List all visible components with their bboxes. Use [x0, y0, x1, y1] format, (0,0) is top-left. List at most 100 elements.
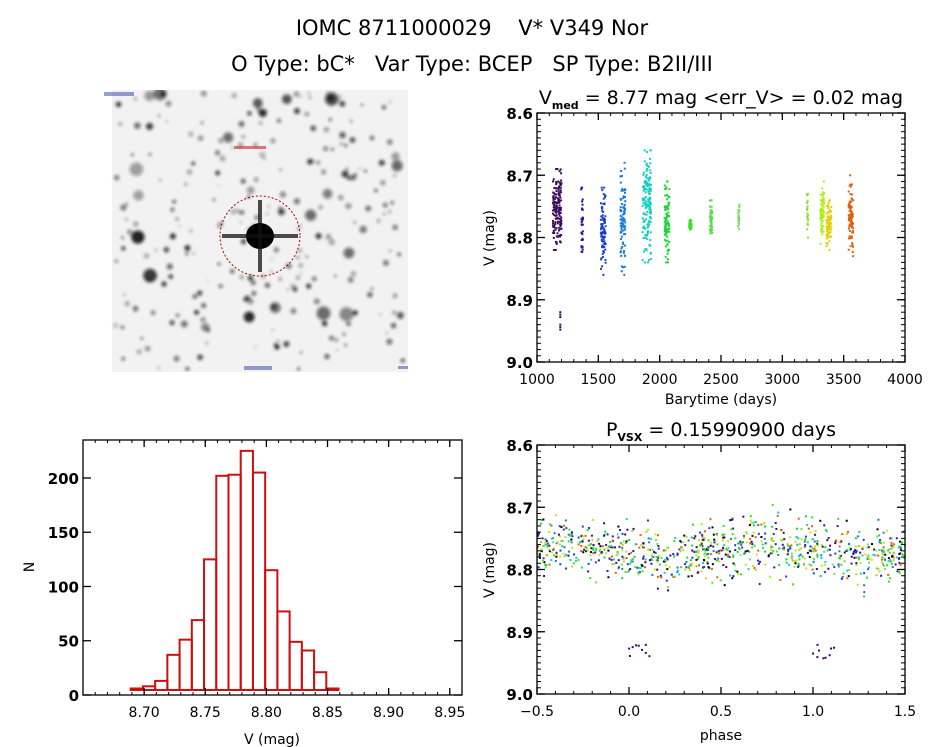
lightcurve-point [555, 242, 558, 245]
field-star [169, 320, 175, 326]
sub-title: O Type: bC* Var Type: BCEP SP Type: B2II… [231, 52, 713, 76]
lightcurve-point [554, 228, 557, 231]
lightcurve-point [826, 235, 829, 238]
field-star [349, 120, 353, 123]
lightcurve-point [737, 214, 740, 217]
field-star [173, 355, 180, 362]
phased-point [695, 546, 698, 549]
phased-point [685, 535, 688, 538]
phased-point [654, 551, 657, 554]
lightcurve-point [709, 212, 712, 215]
phased-point [867, 568, 870, 571]
lightcurve-point [641, 217, 644, 220]
phased-point [797, 562, 800, 565]
lightcurve-point [647, 221, 650, 224]
lightcurve-point [620, 231, 623, 234]
lightcurve-point [737, 212, 740, 215]
phased-point [887, 573, 890, 576]
phased-point [867, 554, 870, 557]
phased-point [605, 544, 608, 547]
phased-point [884, 553, 887, 556]
lightcurve-point [850, 225, 853, 228]
lightcurve-point [601, 224, 604, 227]
phased-point [604, 552, 607, 555]
lightcurve-point [560, 199, 563, 202]
phased-point [770, 548, 773, 551]
phased-point [713, 541, 716, 544]
phased-point [700, 570, 703, 573]
field-star [299, 95, 302, 98]
lightcurve-point [667, 195, 670, 198]
phased-point [717, 549, 720, 552]
phased-point [888, 559, 891, 562]
phased-point [749, 519, 752, 522]
lightcurve-point [624, 225, 627, 228]
phased-point [813, 547, 816, 550]
histogram-xtick-label: 8.80 [251, 705, 282, 721]
phased-outlier [644, 651, 647, 654]
phased-point [586, 529, 589, 532]
field-star [298, 263, 303, 268]
phased-point [545, 564, 548, 567]
lightcurve-point [553, 186, 556, 189]
phased-point [586, 549, 589, 552]
field-star [389, 100, 391, 103]
phased-point [902, 530, 905, 533]
lightcurve-point [829, 230, 832, 233]
histogram-bars [129, 449, 340, 692]
field-star [144, 346, 151, 352]
field-star [206, 279, 209, 282]
lightcurve-point [552, 195, 555, 198]
phased-point [783, 546, 786, 549]
lightcurve-point [553, 197, 556, 200]
lightcurve-point [737, 210, 740, 213]
phased-point [546, 545, 549, 548]
phased-point [603, 522, 606, 525]
lightcurve-xtick-label: 1500 [581, 372, 617, 388]
phased-point [696, 558, 699, 561]
lightcurve-point [709, 232, 712, 235]
phased-point [772, 550, 775, 553]
field-star [200, 317, 206, 323]
phased-point [727, 553, 730, 556]
field-star [347, 277, 354, 283]
lightcurve-point [829, 216, 832, 219]
lightcurve-point [559, 189, 562, 192]
field-star [215, 170, 220, 176]
lightcurve-point [710, 228, 713, 231]
phased-point [715, 533, 718, 536]
lightcurve-point [851, 226, 854, 229]
field-star [271, 328, 274, 331]
phased-point [656, 587, 659, 590]
phased-point [772, 533, 775, 536]
lightcurve-point [828, 240, 831, 243]
phased-point [875, 567, 878, 570]
lightcurve-point [665, 215, 668, 218]
field-star [250, 280, 256, 285]
phased-point [561, 545, 564, 548]
lightcurve-point [645, 150, 648, 153]
lightcurve-point [825, 245, 828, 248]
lightcurve-point [645, 213, 648, 216]
lightcurve-point [849, 210, 852, 213]
lightcurve-point [580, 231, 583, 234]
lightcurve-point [664, 205, 667, 208]
phased-point [733, 563, 736, 566]
field-star [386, 332, 388, 334]
star-field [113, 90, 405, 371]
phased-point [555, 514, 558, 517]
phased-point [580, 550, 583, 553]
lightcurve-point [737, 209, 740, 212]
phased-point [658, 563, 661, 566]
lightcurve-point [619, 218, 622, 221]
lightcurve-point [665, 261, 668, 264]
lightcurve-point [649, 212, 652, 215]
lightcurve-point [849, 208, 852, 211]
histogram-bar [190, 619, 206, 692]
phased-ytick-label: 8.8 [506, 562, 533, 580]
phased-point [890, 560, 893, 563]
lightcurve-point [827, 218, 830, 221]
lightcurve-point [646, 165, 649, 168]
phased-point [734, 569, 737, 572]
lightcurve-point [552, 221, 555, 224]
